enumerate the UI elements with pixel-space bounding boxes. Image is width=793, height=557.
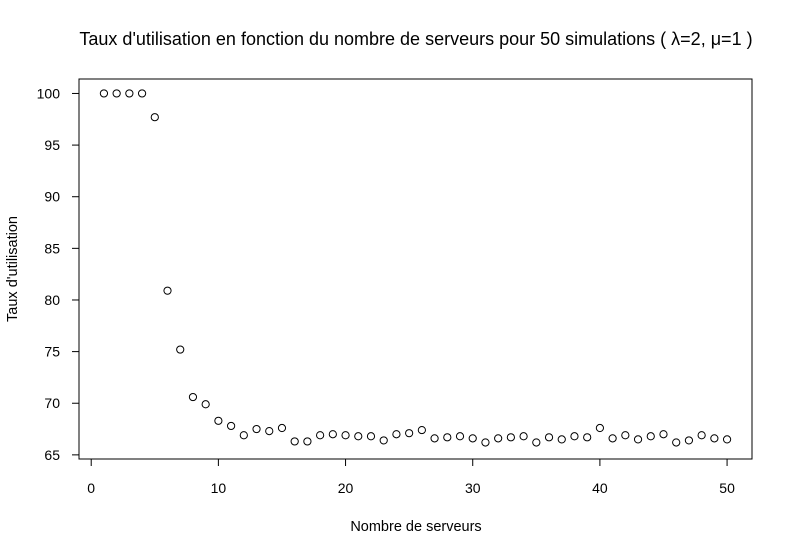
y-tick-label: 65 bbox=[44, 447, 60, 463]
x-tick-label: 40 bbox=[592, 480, 608, 496]
y-axis-label: Taux d'utilisation bbox=[5, 216, 21, 322]
data-point bbox=[468, 434, 477, 443]
data-point bbox=[570, 432, 579, 441]
data-point bbox=[303, 437, 312, 446]
data-point bbox=[137, 89, 147, 98]
data-points bbox=[99, 89, 732, 447]
data-point bbox=[417, 425, 426, 435]
data-point bbox=[176, 345, 185, 354]
data-point bbox=[430, 434, 439, 443]
data-point bbox=[494, 434, 503, 443]
data-point bbox=[672, 438, 681, 447]
data-point bbox=[722, 435, 732, 444]
data-point bbox=[188, 392, 198, 402]
data-point bbox=[405, 429, 414, 438]
y-tick-label: 90 bbox=[44, 189, 60, 205]
data-point bbox=[366, 432, 376, 441]
data-point bbox=[557, 435, 566, 444]
data-point bbox=[697, 431, 706, 440]
data-point bbox=[214, 416, 223, 425]
data-point bbox=[265, 427, 274, 436]
x-tick-label: 30 bbox=[465, 480, 481, 496]
data-point bbox=[99, 89, 109, 98]
data-point bbox=[392, 430, 401, 439]
data-point bbox=[354, 432, 363, 441]
data-point bbox=[226, 421, 236, 431]
chart-title: Taux d'utilisation en fonction du nombre… bbox=[79, 29, 752, 49]
data-point bbox=[646, 432, 655, 441]
data-point bbox=[519, 432, 528, 441]
x-tick-label: 50 bbox=[719, 480, 735, 496]
data-point bbox=[163, 286, 172, 295]
y-axis: 65 70 75 80 85 90 95 100 bbox=[37, 85, 80, 463]
data-point bbox=[239, 431, 248, 440]
data-point bbox=[583, 433, 592, 442]
y-tick-label: 70 bbox=[44, 395, 60, 411]
data-point bbox=[506, 433, 515, 442]
y-tick-label: 85 bbox=[44, 240, 60, 256]
data-point bbox=[277, 423, 287, 433]
y-tick-label: 75 bbox=[44, 344, 60, 360]
data-point bbox=[455, 432, 465, 441]
y-tick-label: 80 bbox=[44, 292, 60, 308]
x-axis: 0 10 20 30 40 50 bbox=[87, 458, 735, 496]
data-point bbox=[252, 424, 261, 434]
data-point bbox=[684, 436, 694, 445]
data-point bbox=[608, 434, 617, 443]
data-point bbox=[710, 434, 719, 443]
data-point bbox=[316, 431, 325, 440]
data-point bbox=[125, 89, 134, 98]
data-point bbox=[379, 436, 388, 445]
data-point bbox=[481, 438, 490, 447]
data-point bbox=[633, 435, 643, 444]
y-tick-label: 95 bbox=[44, 137, 60, 153]
data-point bbox=[532, 438, 541, 447]
data-point bbox=[443, 433, 452, 442]
data-point bbox=[201, 400, 210, 409]
x-tick-label: 20 bbox=[338, 480, 354, 496]
data-point bbox=[659, 430, 668, 439]
x-tick-label: 10 bbox=[211, 480, 227, 496]
x-axis-label: Nombre de serveurs bbox=[350, 519, 481, 535]
data-point bbox=[150, 113, 159, 122]
data-point bbox=[328, 430, 337, 439]
x-tick-label: 0 bbox=[87, 480, 95, 496]
y-tick-label: 100 bbox=[37, 85, 61, 101]
data-point bbox=[341, 431, 350, 440]
data-point bbox=[544, 433, 554, 442]
data-point bbox=[112, 89, 121, 98]
data-point bbox=[290, 437, 299, 446]
data-point bbox=[595, 423, 605, 433]
plot-frame bbox=[78, 78, 753, 460]
data-point bbox=[621, 431, 630, 440]
